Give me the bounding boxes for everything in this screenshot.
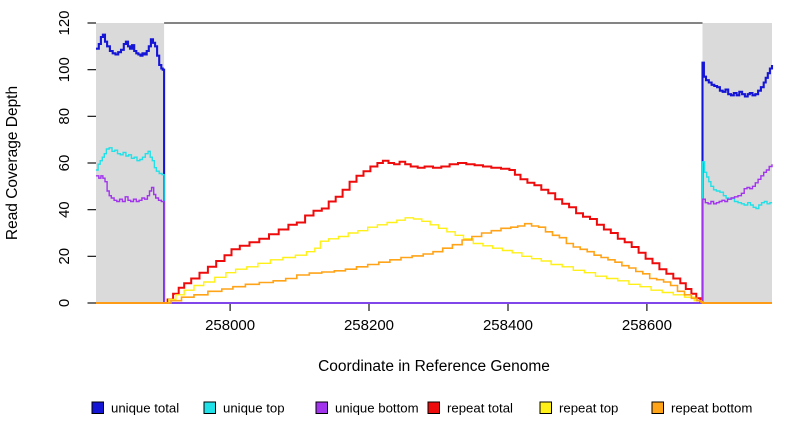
x-tick-label: 258200 — [344, 317, 394, 334]
legend-item-unique-top: unique top — [203, 401, 285, 416]
legend-item-repeat-top: repeat top — [539, 401, 618, 416]
legend-item-unique-total: unique total — [91, 401, 179, 416]
legend-label: repeat total — [447, 401, 513, 416]
legend-label: repeat bottom — [671, 401, 752, 416]
series-unique-top — [96, 147, 772, 304]
y-tick-label: 120 — [56, 10, 73, 35]
legend-swatch-unique-total — [91, 401, 104, 414]
x-tick-label: 258000 — [205, 317, 255, 334]
legend-swatch-repeat-bottom — [651, 401, 664, 414]
axis-ticks: 0 20 40 60 80 100 120 258000 258200 258400 258600 — [56, 10, 672, 334]
legend-label: unique bottom — [335, 401, 419, 416]
series-unique-bottom — [96, 164, 773, 304]
y-tick-label: 0 — [56, 299, 73, 307]
series-unique-total — [96, 33, 774, 305]
y-tick-label: 20 — [56, 248, 73, 265]
data-series — [96, 33, 774, 305]
legend-swatch-repeat-total — [427, 401, 440, 414]
legend: unique total unique top unique bottom repea… — [91, 401, 752, 416]
legend-item-unique-bottom: unique bottom — [315, 401, 419, 416]
legend-item-repeat-total: repeat total — [427, 401, 513, 416]
x-axis-title: Coordinate in Reference Genome — [318, 358, 550, 375]
series-repeat-bottom — [96, 222, 772, 304]
legend-label: unique top — [223, 401, 285, 416]
y-tick-label: 60 — [56, 155, 73, 172]
legend-label: unique total — [111, 401, 179, 416]
shaded-region-1 — [96, 23, 165, 303]
legend-swatch-repeat-top — [539, 401, 552, 414]
shaded-region-2 — [702, 23, 772, 303]
y-axis-title: Read Coverage Depth — [4, 86, 21, 240]
shaded-unique-regions — [96, 23, 772, 303]
y-tick-label: 80 — [56, 108, 73, 125]
y-tick-label: 40 — [56, 201, 73, 218]
legend-label: repeat top — [559, 401, 618, 416]
legend-item-repeat-bottom: repeat bottom — [651, 401, 752, 416]
legend-swatch-unique-top — [203, 401, 216, 414]
series-repeat-top — [96, 217, 772, 304]
series-repeat-total — [96, 159, 772, 304]
x-tick-label: 258400 — [483, 317, 533, 334]
x-tick-label: 258600 — [622, 317, 672, 334]
y-tick-label: 100 — [56, 57, 73, 82]
legend-swatch-unique-bottom — [315, 401, 328, 414]
